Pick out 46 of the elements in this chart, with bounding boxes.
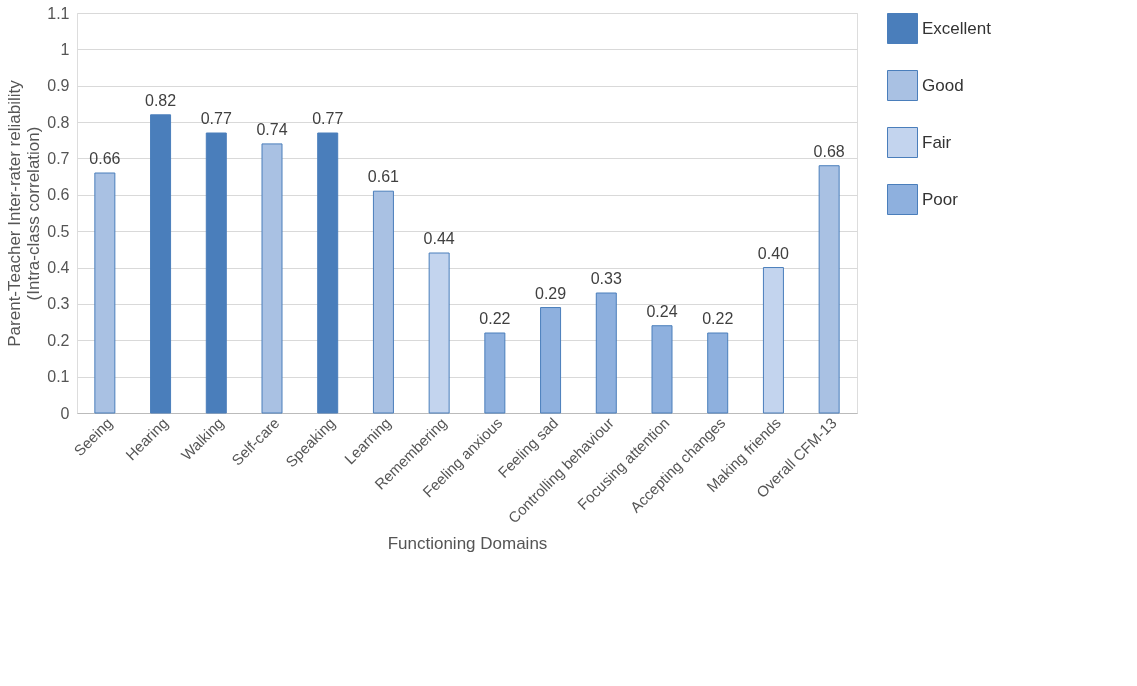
data-label: 0.22 — [479, 310, 511, 327]
data-label: 0.44 — [423, 230, 455, 247]
y-tick-label: 0.3 — [47, 295, 70, 313]
y-axis-title: Parent-Teacher Inter-rater reliability (Intra-class correlation) — [5, 79, 44, 347]
data-label: 0.77 — [200, 110, 232, 127]
y-tick-label: 0.8 — [47, 113, 70, 131]
legend-label: Good — [922, 75, 964, 95]
bar — [428, 252, 450, 414]
y-tick-label: 0.6 — [47, 186, 70, 204]
data-label: 0.82 — [145, 91, 177, 109]
data-label: 0.29 — [535, 284, 567, 302]
bar — [651, 325, 673, 414]
data-label: 0.68 — [813, 142, 845, 160]
x-axis-title: Functioning Domains — [387, 534, 548, 554]
bar — [261, 143, 283, 414]
bar — [372, 190, 394, 414]
bar — [707, 332, 729, 414]
y-tick-label: 0.5 — [47, 222, 70, 240]
y-tick-label: 0.7 — [47, 149, 70, 167]
y-tick-label: 0.1 — [47, 368, 70, 386]
y-tick-label: 1.1 — [47, 4, 70, 22]
bar — [317, 132, 339, 414]
data-label: 0.74 — [256, 120, 288, 138]
bar — [150, 114, 172, 414]
data-label: 0.22 — [702, 310, 734, 327]
bar — [818, 165, 840, 414]
y-tick-label: 0.9 — [47, 77, 70, 95]
data-label: 0.24 — [646, 302, 678, 320]
bar — [484, 332, 506, 414]
data-label: 0.33 — [590, 270, 622, 287]
data-label: 0.40 — [757, 244, 790, 262]
legend-label: Fair — [922, 132, 952, 152]
bar — [762, 267, 784, 414]
legend-label: Poor — [922, 189, 959, 209]
data-label: 0.77 — [312, 110, 344, 127]
y-tick-label: 1 — [60, 40, 70, 58]
bar — [205, 132, 227, 414]
legend-label: Excellent — [922, 18, 992, 38]
bar — [595, 292, 617, 414]
y-tick-label: 0.2 — [47, 331, 70, 349]
bar — [94, 172, 116, 414]
bar — [540, 307, 562, 414]
data-label: 0.61 — [367, 168, 400, 186]
y-tick-label: 0 — [60, 404, 70, 422]
data-label: 0.66 — [89, 150, 121, 167]
y-tick-label: 0.4 — [47, 259, 70, 277]
